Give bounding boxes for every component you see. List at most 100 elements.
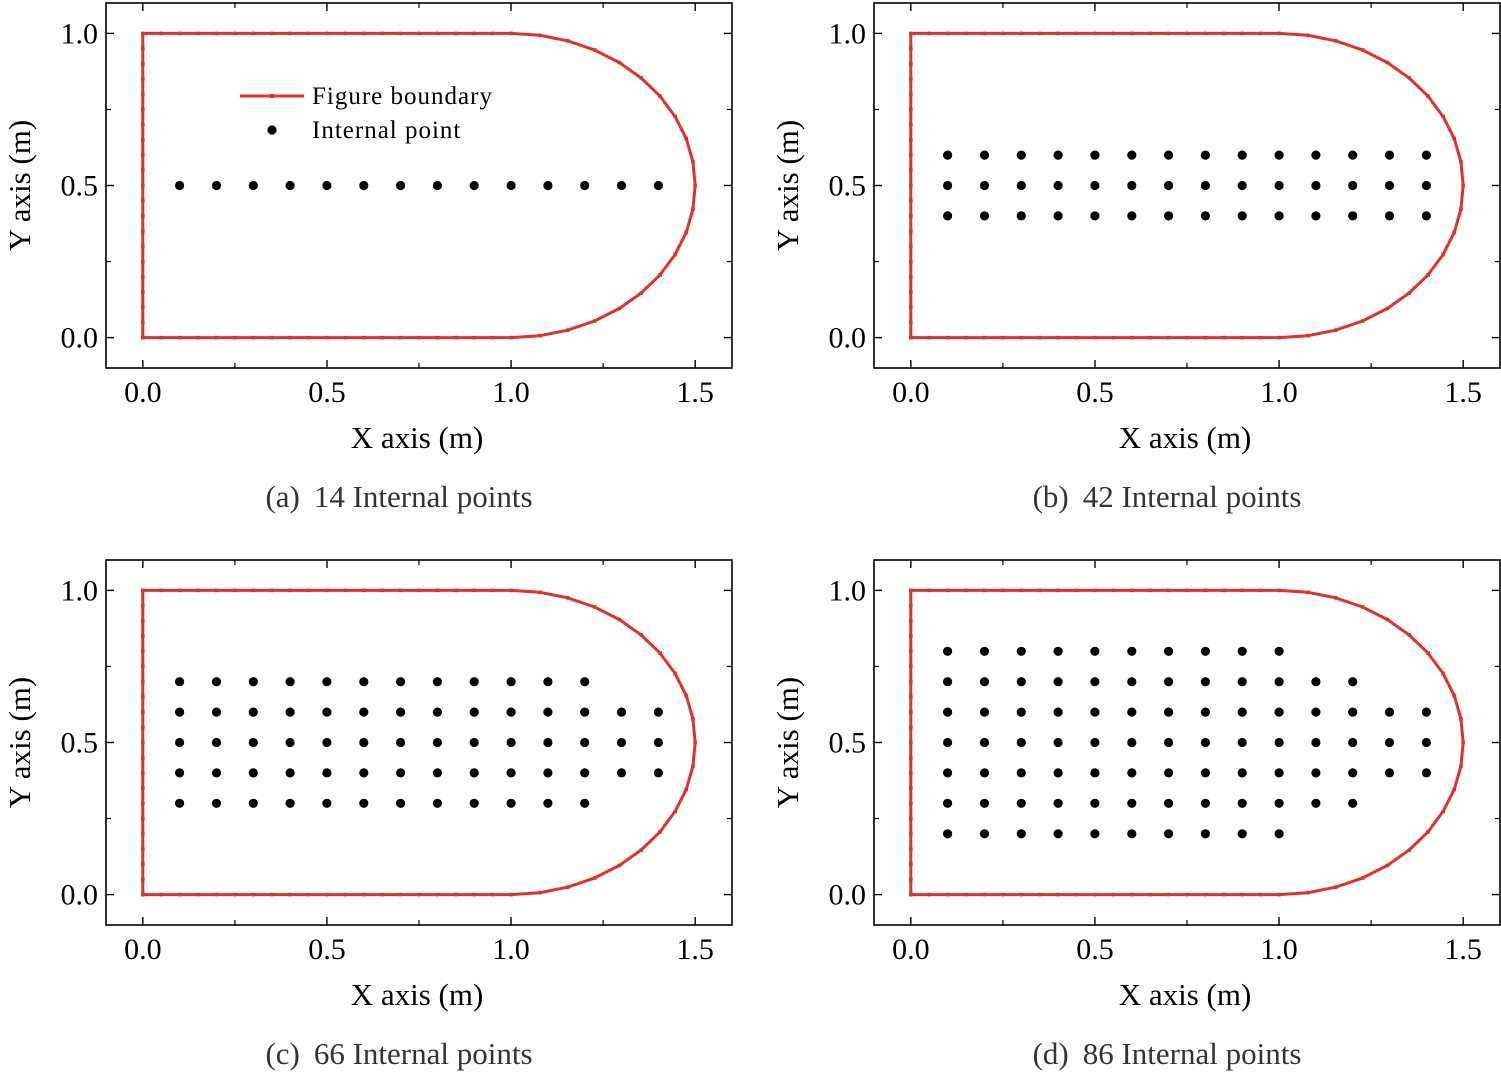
y-tick-label: 1.0 xyxy=(61,574,99,607)
internal-point xyxy=(359,707,369,717)
boundary-node xyxy=(1240,588,1245,593)
internal-point xyxy=(359,180,369,191)
internal-point xyxy=(943,150,953,160)
boundary-node xyxy=(141,649,145,654)
boundary-node xyxy=(141,786,145,790)
internal-point xyxy=(1090,211,1100,221)
boundary-node xyxy=(306,31,311,36)
boundary-node xyxy=(159,31,164,36)
boundary-node xyxy=(1001,335,1005,340)
y-axis-title: Y axis (m) xyxy=(770,677,805,808)
boundary-node xyxy=(1277,31,1281,36)
internal-point xyxy=(1053,737,1063,748)
boundary-node xyxy=(417,31,421,36)
x-tick-label: 0.5 xyxy=(308,933,346,966)
boundary-node xyxy=(566,328,570,332)
boundary-node xyxy=(141,31,145,36)
y-tick-label: 0.0 xyxy=(829,879,867,912)
boundary-node xyxy=(1277,335,1281,340)
boundary-node xyxy=(361,892,366,897)
boundary-node xyxy=(909,771,913,775)
boundary-node xyxy=(673,252,677,257)
boundary-node xyxy=(1185,335,1189,340)
boundary-node xyxy=(1258,892,1263,897)
boundary-node xyxy=(1148,892,1152,897)
boundary-node xyxy=(361,335,366,340)
internal-point xyxy=(285,737,295,748)
internal-point xyxy=(1274,677,1284,687)
internal-point xyxy=(506,677,516,687)
boundary-node xyxy=(909,259,913,264)
internal-point xyxy=(580,737,590,748)
boundary-node xyxy=(141,892,145,897)
internal-point xyxy=(653,737,664,748)
internal-point xyxy=(1274,150,1284,160)
internal-point xyxy=(979,707,990,717)
internal-point xyxy=(248,180,258,191)
boundary-node xyxy=(159,892,164,897)
internal-point xyxy=(1016,211,1026,221)
boundary-node xyxy=(177,588,182,593)
boundary-node xyxy=(141,619,145,623)
boundary-node xyxy=(1037,335,1042,340)
internal-point xyxy=(1237,768,1247,778)
boundary-node xyxy=(509,892,513,897)
boundary-node xyxy=(417,335,421,340)
boundary-node xyxy=(1360,605,1365,609)
internal-point xyxy=(1237,646,1247,656)
boundary-node xyxy=(141,831,145,836)
internal-point xyxy=(248,768,258,778)
x-axis-title: X axis (m) xyxy=(351,977,484,1012)
boundary-node xyxy=(141,634,145,638)
internal-point xyxy=(1127,737,1137,748)
internal-point xyxy=(432,768,442,778)
boundary-node xyxy=(141,588,145,593)
internal-point xyxy=(1127,677,1137,687)
internal-point xyxy=(432,798,442,808)
boundary-node xyxy=(1441,252,1445,257)
boundary-node xyxy=(1461,183,1465,188)
internal-point xyxy=(1384,180,1395,191)
internal-point xyxy=(653,707,664,717)
boundary-node xyxy=(693,183,697,188)
boundary-node xyxy=(909,755,913,760)
x-tick-label: 0.0 xyxy=(892,933,930,966)
x-tick-label: 0.0 xyxy=(892,376,930,409)
internal-point xyxy=(1164,737,1174,748)
internal-point xyxy=(248,677,258,687)
boundary-node xyxy=(909,831,913,836)
boundary-node xyxy=(909,198,913,203)
panel-caption: (b) 42 Internal points xyxy=(1033,479,1302,514)
y-tick-label: 0.5 xyxy=(829,170,867,203)
internal-point xyxy=(1016,646,1026,656)
boundary-node xyxy=(964,31,968,36)
boundary-node xyxy=(1019,588,1024,593)
internal-point xyxy=(1237,180,1247,191)
internal-point xyxy=(396,677,406,687)
boundary-node xyxy=(1334,39,1338,43)
panel-c: 0.0 0.5 1.0 1.50.00.51.0X axis (m)Y axis (m… xyxy=(2,559,733,1071)
boundary-node xyxy=(269,31,274,36)
boundary-node xyxy=(1111,335,1116,340)
internal-point xyxy=(1164,150,1174,160)
boundary-node xyxy=(617,617,622,622)
internal-point xyxy=(1274,211,1284,221)
boundary-node xyxy=(325,588,329,593)
boundary-node xyxy=(1111,31,1116,36)
boundary-node xyxy=(1360,319,1365,323)
internal-point xyxy=(1311,180,1321,191)
internal-point xyxy=(1053,768,1063,778)
internal-point xyxy=(979,677,990,687)
boundary-node xyxy=(909,305,913,309)
boundary-node xyxy=(509,588,513,593)
boundary-node xyxy=(454,588,458,593)
boundary-node xyxy=(454,892,458,897)
boundary-node xyxy=(380,31,384,36)
boundary-node xyxy=(1148,31,1152,36)
panel-caption: (d) 86 Internal points xyxy=(1033,1036,1302,1071)
boundary-node xyxy=(1426,651,1430,655)
boundary-node xyxy=(1111,588,1116,593)
boundary-node xyxy=(909,847,913,851)
internal-point xyxy=(653,768,664,778)
internal-point xyxy=(979,646,990,656)
